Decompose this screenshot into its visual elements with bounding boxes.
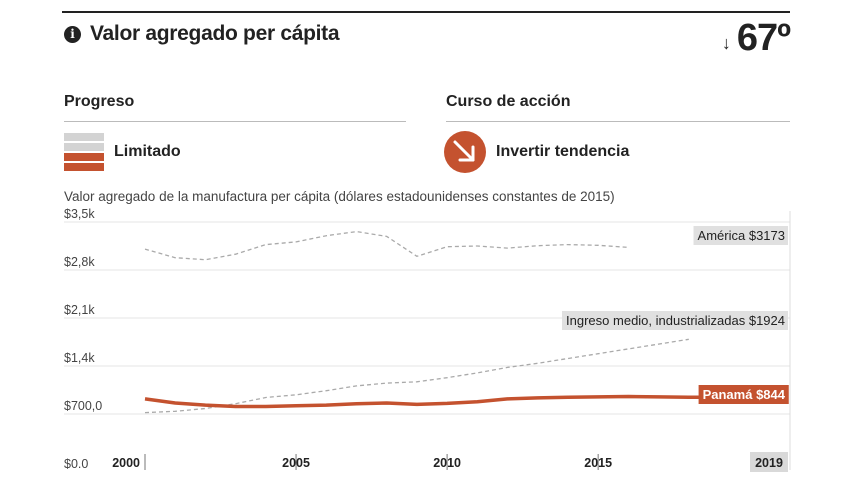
x-tick-label: 2000 (112, 456, 140, 470)
y-tick-label: $2,8k (64, 255, 95, 269)
x-tick-label: 2019 (755, 456, 783, 470)
action-divider (446, 121, 790, 122)
y-tick-label: $700,0 (64, 399, 102, 413)
rank: ↓ 67º (721, 17, 791, 59)
rank-value: 67º (736, 17, 791, 59)
progress-indicator (64, 133, 104, 173)
top-rule (62, 11, 790, 13)
x-tick-label: 2015 (584, 456, 612, 470)
y-tick-label: $1,4k (64, 351, 95, 365)
page-title: Valor agregado per cápita (90, 22, 340, 45)
progress-bar-segment (64, 153, 104, 161)
series-line-panama (144, 394, 719, 409)
series-label: Panamá $844 (703, 387, 786, 402)
chart-title: Valor agregado de la manufactura per cáp… (64, 189, 615, 204)
series-label: Ingreso medio, industrializadas $1924 (566, 313, 785, 328)
y-tick-label: $2,1k (64, 303, 95, 317)
action-status: Invertir tendencia (496, 143, 630, 160)
action-label: Curso de acción (446, 93, 571, 110)
series-label-box (698, 385, 789, 404)
arrow-down-icon: ↓ (721, 33, 731, 53)
series-label-box (562, 311, 788, 330)
info-icon[interactable]: i (64, 25, 81, 43)
progress-label: Progreso (64, 93, 135, 110)
progress-bar-segment (64, 143, 104, 151)
series-line-reference (144, 338, 689, 414)
series-label-box (693, 226, 788, 245)
y-tick-label: $0.0 (64, 457, 88, 471)
progress-status: Limitado (114, 143, 181, 160)
y-tick-label: $3,5k (64, 207, 95, 221)
x-tick-highlight (750, 452, 788, 472)
progress-bar-segment (64, 133, 104, 141)
title-row: i Valor agregado per cápita (64, 22, 340, 46)
arrow-down-right-icon (444, 131, 486, 173)
progress-bar-segment (64, 163, 104, 171)
line-chart: $0.0 $700,0 $1,4k $2,1k $2,8k $3,5k 2000 2005 20… (64, 207, 791, 472)
series-label: América $3173 (698, 228, 785, 243)
series-line-reference (144, 230, 629, 261)
x-tick-label: 2010 (433, 456, 461, 470)
progress-divider (64, 121, 406, 122)
x-tick-label: 2005 (282, 456, 310, 470)
